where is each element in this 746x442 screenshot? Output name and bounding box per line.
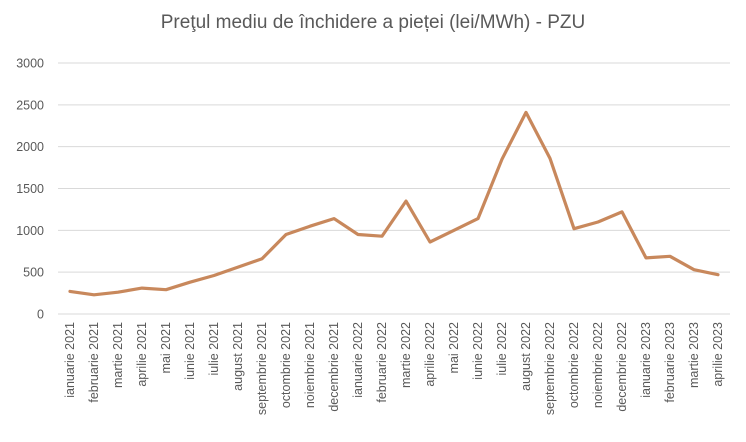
data-point bbox=[213, 274, 216, 277]
data-point bbox=[717, 273, 720, 276]
x-tick-label: iunie 2021 bbox=[183, 322, 197, 380]
data-point bbox=[69, 290, 72, 293]
series-line bbox=[68, 110, 720, 297]
chart-title: Preţul mediu de închidere a pieței (lei/… bbox=[160, 12, 586, 33]
x-tick-label: septembrie 2022 bbox=[543, 322, 557, 415]
data-point bbox=[405, 200, 408, 203]
data-point bbox=[501, 158, 504, 161]
x-tick-label: septembrie 2021 bbox=[255, 322, 269, 415]
y-tick-label: 0 bbox=[37, 308, 44, 322]
x-tick-label: martie 2022 bbox=[399, 322, 413, 388]
data-point bbox=[573, 227, 576, 230]
x-tick-label: ianuarie 2023 bbox=[639, 322, 653, 398]
x-tick-label: aprilie 2022 bbox=[423, 322, 437, 387]
data-point bbox=[309, 225, 312, 228]
x-tick-label: iunie 2022 bbox=[471, 322, 485, 380]
x-tick-label: aprilie 2021 bbox=[135, 322, 149, 387]
x-tick-label: octombrie 2021 bbox=[279, 322, 293, 408]
y-tick-label: 2000 bbox=[16, 140, 44, 154]
data-point bbox=[549, 157, 552, 160]
x-tick-label: mai 2022 bbox=[447, 322, 461, 373]
data-point bbox=[669, 255, 672, 258]
y-tick-label: 500 bbox=[23, 266, 44, 280]
data-point bbox=[117, 291, 120, 294]
x-tick-label: decembrie 2022 bbox=[615, 322, 629, 412]
x-tick-label: iulie 2022 bbox=[495, 322, 509, 376]
data-point bbox=[645, 256, 648, 259]
x-tick-label: ianuarie 2021 bbox=[63, 322, 77, 398]
x-tick-label: iulie 2021 bbox=[207, 322, 221, 376]
x-tick-label: aprilie 2023 bbox=[711, 322, 725, 387]
y-tick-label: 1000 bbox=[16, 224, 44, 238]
data-point bbox=[357, 233, 360, 236]
data-point bbox=[429, 241, 432, 244]
y-tick-label: 3000 bbox=[16, 57, 44, 71]
y-tick-label: 1500 bbox=[16, 182, 44, 196]
data-point bbox=[165, 288, 168, 291]
x-tick-label: mai 2021 bbox=[159, 322, 173, 373]
data-point bbox=[237, 266, 240, 269]
x-tick-label: martie 2023 bbox=[687, 322, 701, 388]
data-point bbox=[141, 287, 144, 290]
x-tick-label: august 2021 bbox=[231, 322, 245, 391]
data-point bbox=[381, 235, 384, 238]
data-point bbox=[453, 229, 456, 232]
x-tick-label: martie 2021 bbox=[111, 322, 125, 388]
data-point bbox=[693, 268, 696, 271]
x-tick-label: august 2022 bbox=[519, 322, 533, 391]
x-tick-label: noiembrie 2022 bbox=[591, 322, 605, 408]
data-point bbox=[597, 220, 600, 223]
data-point bbox=[333, 217, 336, 220]
data-point bbox=[189, 281, 192, 284]
data-point bbox=[621, 210, 624, 213]
x-tick-label: februarie 2023 bbox=[663, 322, 677, 403]
data-point bbox=[261, 257, 264, 260]
data-point bbox=[525, 111, 528, 114]
x-tick-label: ianuarie 2022 bbox=[351, 322, 365, 398]
x-tick-label: februarie 2021 bbox=[87, 322, 101, 403]
data-point bbox=[93, 293, 96, 296]
x-tick-label: noiembrie 2021 bbox=[303, 322, 317, 408]
x-tick-label: octombrie 2022 bbox=[567, 322, 581, 408]
data-point bbox=[477, 217, 480, 220]
x-tick-label: decembrie 2021 bbox=[327, 322, 341, 412]
x-tick-label: februarie 2022 bbox=[375, 322, 389, 403]
y-tick-label: 2500 bbox=[16, 98, 44, 112]
data-point bbox=[285, 233, 288, 236]
